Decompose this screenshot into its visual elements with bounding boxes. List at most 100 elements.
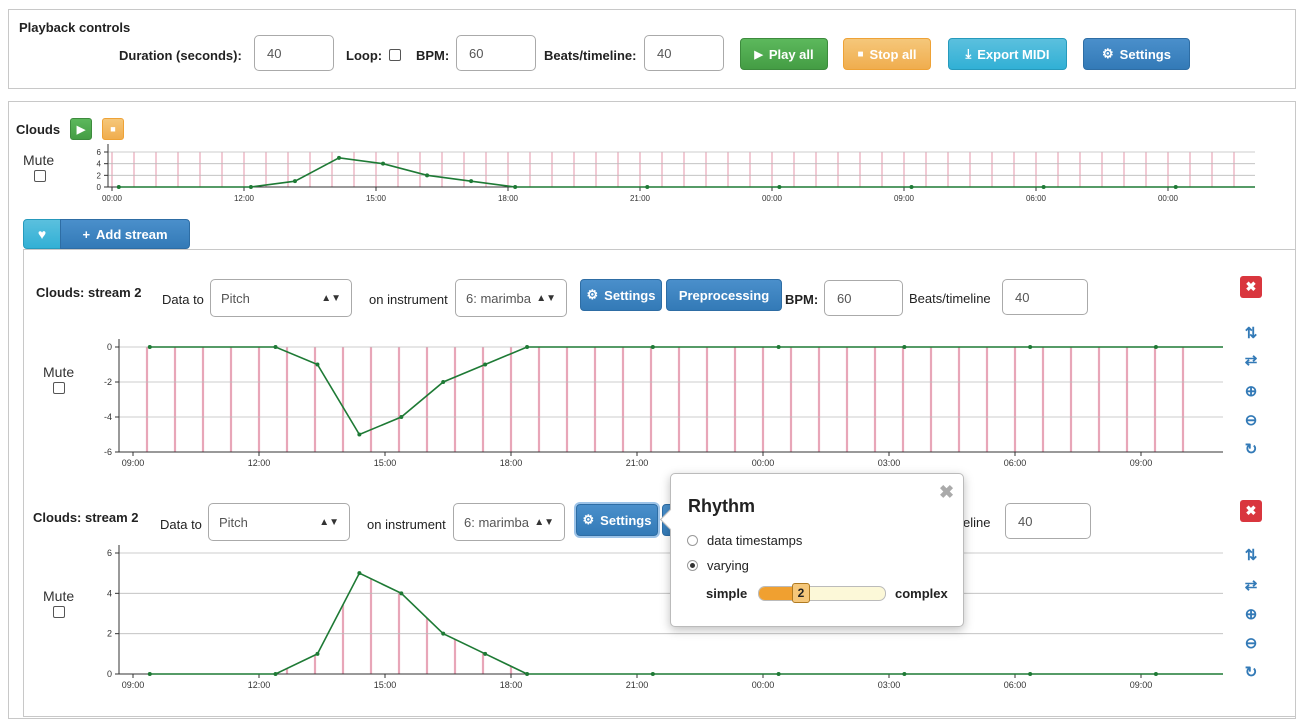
- stream-1-mute-checkbox[interactable]: [53, 382, 65, 394]
- x-tick-label: 18:00: [500, 458, 523, 468]
- swap-horizontal-icon[interactable]: ⇄: [1244, 352, 1258, 369]
- zoom-in-icon[interactable]: ⊕: [1244, 606, 1258, 623]
- add-stream-button[interactable]: + Add stream: [60, 219, 190, 249]
- download-icon: ⤓: [965, 46, 972, 61]
- stream-2-mute-label: Mute: [43, 588, 75, 604]
- stream-1-beats-label: Beats/timeline: [909, 291, 991, 306]
- stream-1-instrument-label: on instrument: [369, 292, 448, 307]
- streams-container: [23, 249, 1295, 717]
- complexity-slider[interactable]: [758, 586, 886, 601]
- slider-fill: [759, 587, 795, 600]
- data-point: [777, 185, 782, 189]
- plus-icon: +: [82, 226, 91, 242]
- x-tick-label: 15:00: [374, 458, 397, 468]
- swap-vertical-icon[interactable]: ⇅: [1244, 547, 1258, 564]
- duration-input[interactable]: 40: [254, 35, 334, 71]
- overview-chart: 6 4 2 0 00:00 12:00 15:00 18:00 21:00 00:00 09:00…: [97, 144, 1255, 203]
- y-tick-label: -4: [104, 412, 112, 422]
- data-point: [357, 571, 362, 576]
- stream-1-bpm-input[interactable]: 60: [824, 280, 903, 316]
- close-icon: ✖: [1245, 279, 1257, 294]
- close-icon: ✖: [1245, 503, 1257, 518]
- data-point: [292, 179, 297, 184]
- swap-horizontal-icon[interactable]: ⇄: [1244, 577, 1258, 594]
- overview-x-axis: 00:00 12:00 15:00 18:00 21:00 00:00 09:00 06:00…: [102, 186, 1255, 203]
- data-point: [525, 345, 530, 349]
- radio-varying[interactable]: [687, 560, 698, 571]
- overview-bars: [111, 152, 1235, 187]
- reset-icon[interactable]: ↻: [1244, 441, 1258, 458]
- stream-1-y-axis: 0 -2 -4 -6: [104, 339, 120, 457]
- beats-label: Beats/timeline:: [544, 48, 637, 63]
- data-point: [337, 155, 341, 160]
- stream-1-instrument-select[interactable]: 6: marimba ▲▼: [455, 279, 567, 317]
- stream-2-instrument-select[interactable]: 6: marimba ▲▼: [453, 503, 565, 541]
- source-play-button[interactable]: ▶: [70, 118, 92, 140]
- slider-simple-label: simple: [706, 586, 748, 601]
- x-tick-label: 00:00: [762, 194, 783, 203]
- reset-icon[interactable]: ↻: [1244, 664, 1258, 681]
- global-settings-button[interactable]: ⚙ Settings: [1083, 38, 1190, 70]
- y-tick-label: 6: [97, 148, 102, 157]
- data-point: [483, 651, 488, 656]
- stream-1-chart: 0 -2 -4 -6 09:00 12:00 15:00 18:00 21:00 00:00 03…: [104, 339, 1223, 468]
- play-all-label: Play all: [768, 46, 814, 62]
- export-midi-button[interactable]: ⤓ Export MIDI: [948, 38, 1067, 70]
- data-point: [315, 651, 320, 656]
- stream-2-beats-input[interactable]: 40: [1005, 503, 1091, 539]
- bpm-value: 60: [469, 45, 484, 61]
- y-tick-label: 0: [97, 183, 102, 192]
- data-point: [1028, 672, 1033, 676]
- data-point: [357, 432, 362, 437]
- collapse-toggle-button[interactable]: ♥: [23, 219, 61, 249]
- beats-value: 40: [657, 45, 672, 61]
- x-tick-label: 21:00: [626, 680, 649, 690]
- data-point: [147, 672, 152, 676]
- swap-vertical-icon[interactable]: ⇅: [1244, 325, 1258, 342]
- stream-2-data-to-label: Data to: [160, 517, 202, 532]
- y-tick-label: -6: [104, 447, 112, 457]
- x-tick-label: 00:00: [1158, 194, 1179, 203]
- stream-1-data-to-select[interactable]: Pitch ▲▼: [210, 279, 352, 317]
- x-tick-label: 15:00: [366, 194, 387, 203]
- zoom-in-icon[interactable]: ⊕: [1244, 383, 1258, 400]
- stream-1-preprocessing-button[interactable]: Preprocessing: [666, 279, 782, 311]
- loop-checkbox[interactable]: [389, 49, 401, 61]
- playback-controls-panel: Playback controls Duration (seconds): 40…: [8, 9, 1296, 89]
- zoom-out-icon[interactable]: ⊖: [1244, 412, 1258, 429]
- close-icon[interactable]: ✖: [939, 482, 955, 502]
- radio-data-timestamps[interactable]: [687, 535, 698, 546]
- loop-label: Loop:: [346, 48, 383, 63]
- slider-handle[interactable]: 2: [792, 583, 810, 603]
- stream-1-beats-input[interactable]: 40: [1002, 279, 1088, 315]
- x-tick-label: 03:00: [878, 458, 901, 468]
- slider-value: 2: [797, 586, 805, 600]
- stream-2-title: Clouds: stream 2: [33, 510, 139, 525]
- x-tick-label: 09:00: [122, 458, 145, 468]
- zoom-out-icon[interactable]: ⊖: [1244, 635, 1258, 652]
- data-point: [909, 185, 914, 189]
- stream-1-delete-button[interactable]: ✖: [1240, 276, 1262, 298]
- chevron-updown-icon: ▲▼: [319, 516, 339, 528]
- data-point: [483, 362, 488, 367]
- playback-title: Playback controls: [19, 20, 131, 35]
- data-point: [248, 185, 253, 189]
- stream-1-settings-button[interactable]: ⚙ Settings: [580, 279, 662, 311]
- beats-input[interactable]: 40: [644, 35, 724, 71]
- stream-2-data-to-select[interactable]: Pitch ▲▼: [208, 503, 350, 541]
- y-tick-label: 2: [107, 629, 112, 639]
- export-midi-label: Export MIDI: [977, 46, 1050, 62]
- play-all-button[interactable]: ▶ Play all: [740, 38, 828, 70]
- source-mute-checkbox[interactable]: [34, 170, 46, 182]
- data-point: [902, 672, 907, 676]
- radio-varying-label: varying: [707, 558, 749, 573]
- stream-2-delete-button[interactable]: ✖: [1240, 500, 1262, 522]
- bpm-input[interactable]: 60: [456, 35, 536, 71]
- stream-2-settings-button[interactable]: ⚙ Settings: [576, 504, 658, 536]
- source-stop-button[interactable]: ■: [102, 118, 124, 140]
- stop-all-label: Stop all: [869, 46, 917, 62]
- stream-2-mute-checkbox[interactable]: [53, 606, 65, 618]
- data-point: [1041, 185, 1046, 189]
- stop-all-button[interactable]: ■ Stop all: [843, 38, 931, 70]
- duration-label: Duration (seconds):: [119, 48, 242, 63]
